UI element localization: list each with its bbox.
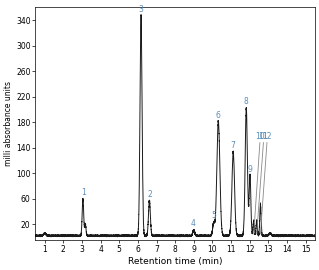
Text: 9: 9 (248, 165, 252, 174)
Text: 11: 11 (259, 132, 268, 141)
Text: 3: 3 (139, 5, 144, 14)
Text: 5: 5 (211, 211, 216, 220)
Text: 10: 10 (255, 132, 265, 141)
Text: 7: 7 (231, 141, 236, 150)
Text: 1: 1 (81, 188, 86, 197)
Text: 6: 6 (216, 111, 221, 120)
Text: 2: 2 (147, 190, 152, 199)
Y-axis label: milli absorbance units: milli absorbance units (4, 81, 13, 166)
Text: 12: 12 (262, 132, 272, 141)
Text: 8: 8 (244, 97, 249, 106)
Text: 4: 4 (190, 219, 195, 228)
X-axis label: Retention time (min): Retention time (min) (128, 257, 222, 266)
